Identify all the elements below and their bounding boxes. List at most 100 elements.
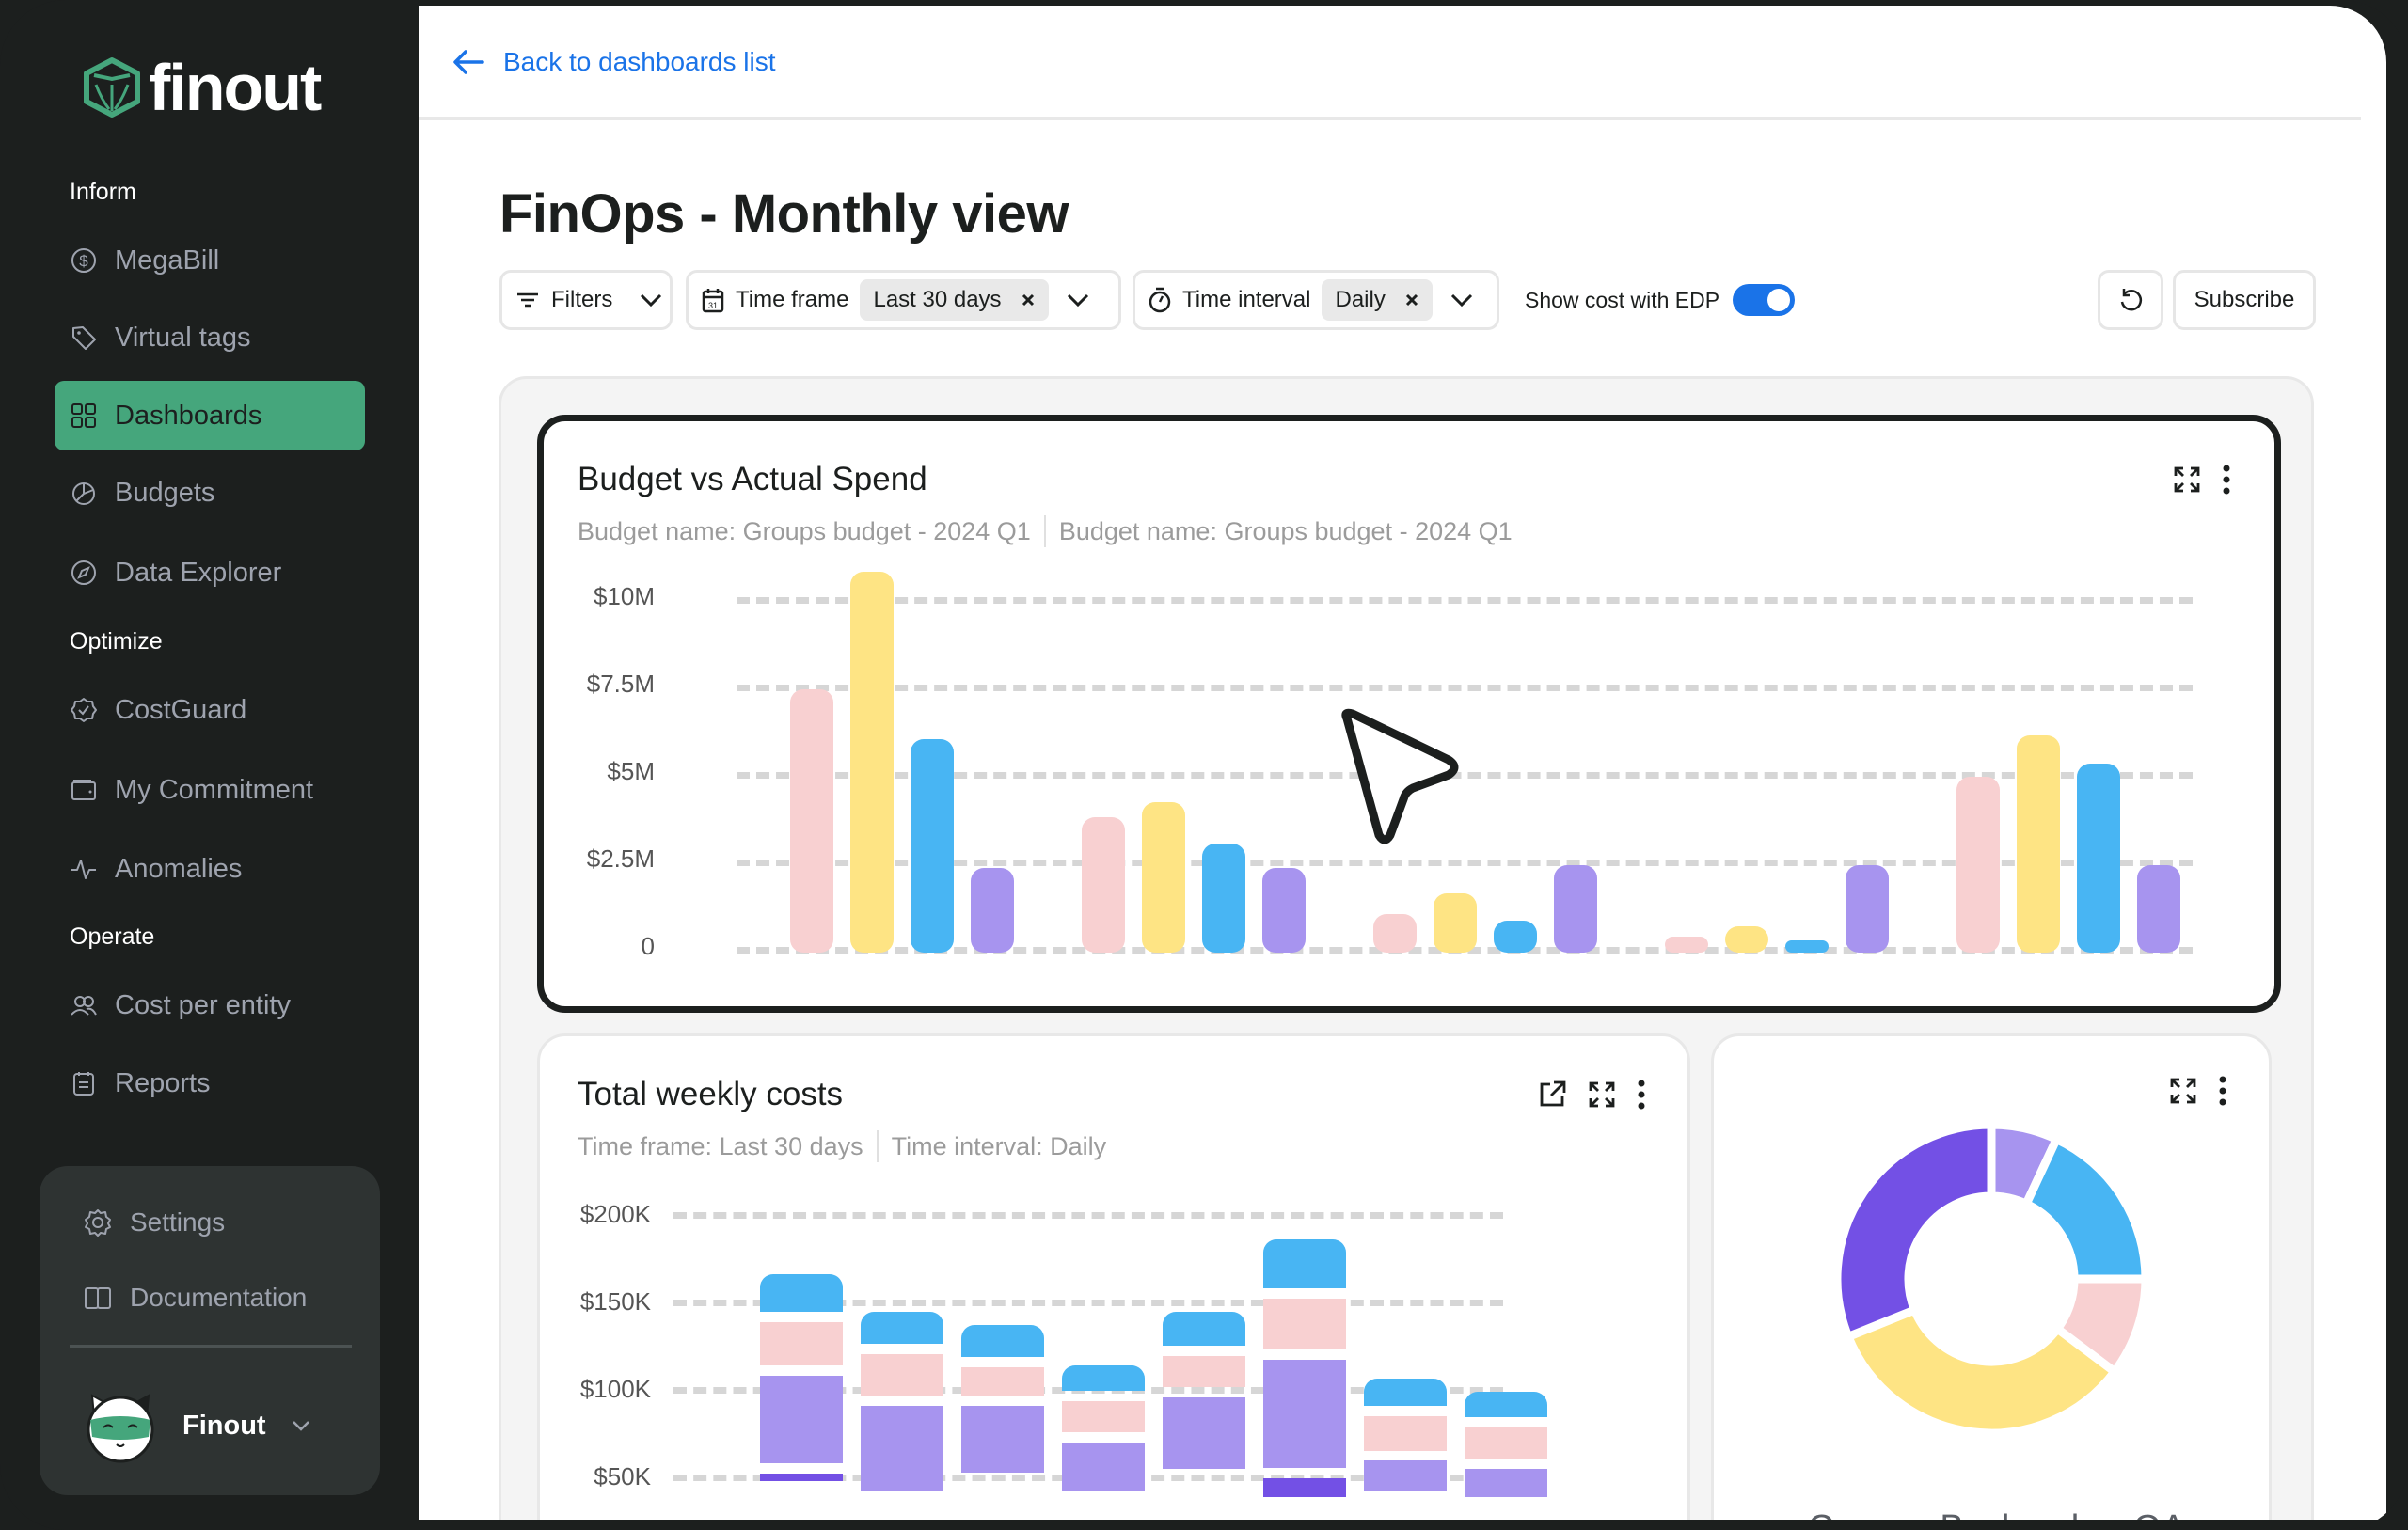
bar-segment-backend[interactable]	[1364, 1416, 1447, 1451]
bar[interactable]	[911, 739, 954, 953]
settings-link[interactable]: Settings	[83, 1207, 225, 1238]
bar[interactable]	[1956, 777, 2000, 953]
back-to-dashboards-link[interactable]: Back to dashboards list	[452, 47, 776, 77]
sidebar-item-virtual-tags[interactable]: Virtual tags	[55, 303, 365, 372]
more-vertical-icon[interactable]	[2218, 1076, 2227, 1106]
avatar	[87, 1394, 154, 1463]
close-icon[interactable]	[1021, 292, 1036, 308]
total-weekly-costs-card[interactable]: Total weekly costs Time frame: Last 30 d…	[537, 1033, 1690, 1520]
time-frame-chip: Last 30 days	[860, 279, 1049, 321]
budget-name-2: Budget name: Groups budget - 2024 Q1	[1058, 516, 1513, 545]
bar-segment[interactable]	[961, 1406, 1044, 1473]
sidebar-item-costguard[interactable]: CostGuard	[55, 675, 365, 745]
bar[interactable]	[1846, 865, 1889, 953]
sidebar-item-megabill[interactable]: $ MegaBill	[55, 226, 365, 295]
bar[interactable]	[2137, 865, 2180, 953]
edp-toggle[interactable]	[1733, 284, 1796, 316]
bar-segment-backend[interactable]	[861, 1354, 943, 1396]
bar-segment-qa[interactable]	[961, 1325, 1044, 1357]
documentation-link[interactable]: Documentation	[83, 1283, 307, 1313]
bar-segment-qa[interactable]	[1465, 1392, 1547, 1417]
bar[interactable]	[1142, 802, 1185, 953]
donut-chart-card[interactable]: Core Backend QA	[1711, 1033, 2272, 1520]
compass-icon	[71, 560, 96, 585]
sidebar-item-label: Dashboards	[115, 400, 262, 431]
bar-segment-qa[interactable]	[1263, 1239, 1346, 1288]
bar-segment[interactable]	[1263, 1478, 1346, 1497]
bar-segment[interactable]	[760, 1474, 843, 1481]
bar[interactable]	[1494, 921, 1537, 953]
edp-toggle-group: Show cost with EDP	[1525, 270, 1796, 330]
bar[interactable]	[1373, 914, 1417, 953]
bar-segment[interactable]	[1163, 1397, 1245, 1469]
bar-segment[interactable]	[1263, 1360, 1346, 1468]
filters-dropdown[interactable]: Filters	[499, 270, 673, 330]
bar[interactable]	[1554, 865, 1597, 953]
bar-segment[interactable]	[861, 1406, 943, 1491]
user-name: Finout	[182, 1410, 266, 1441]
time-interval-dropdown[interactable]: Time interval Daily	[1133, 270, 1499, 330]
bar-segment-backend[interactable]	[760, 1322, 843, 1365]
bar-segment-qa[interactable]	[1364, 1379, 1447, 1406]
more-vertical-icon[interactable]	[1637, 1080, 1646, 1110]
bar[interactable]	[1785, 940, 1829, 953]
bar-segment-backend[interactable]	[1163, 1356, 1245, 1387]
expand-icon[interactable]	[1588, 1080, 1616, 1109]
subscribe-button[interactable]: Subscribe	[2173, 270, 2316, 330]
more-vertical-icon[interactable]	[2222, 465, 2231, 495]
sidebar-item-cost-per-entity[interactable]: Cost per entity	[55, 970, 365, 1040]
sidebar-item-reports[interactable]: Reports	[55, 1049, 365, 1118]
bar-segment-backend[interactable]	[1062, 1401, 1145, 1432]
finout-logo[interactable]: finout	[81, 55, 322, 120]
sidebar-item-anomalies[interactable]: Anomalies	[55, 834, 365, 904]
bar[interactable]	[850, 572, 894, 953]
bar-segment-backend[interactable]	[961, 1367, 1044, 1396]
bar[interactable]	[1665, 937, 1708, 953]
sidebar-item-data-explorer[interactable]: Data Explorer	[55, 538, 365, 607]
legend-item-core[interactable]: Core	[1782, 1508, 1885, 1520]
edp-label: Show cost with EDP	[1525, 287, 1720, 312]
legend-item-backend[interactable]: Backend	[1913, 1508, 2079, 1520]
bar[interactable]	[790, 689, 833, 953]
expand-icon[interactable]	[2173, 465, 2201, 494]
bar-segment-backend[interactable]	[1263, 1299, 1346, 1349]
legend-item-qa[interactable]: QA	[2107, 1508, 2185, 1520]
bar[interactable]	[1082, 817, 1125, 953]
bar-segment[interactable]	[1364, 1460, 1447, 1491]
bar[interactable]	[2077, 764, 2120, 953]
external-link-icon[interactable]	[1537, 1080, 1567, 1110]
sidebar-item-label: CostGuard	[115, 694, 247, 725]
donut-chart[interactable]	[1831, 1119, 2151, 1439]
bar-segment[interactable]	[760, 1376, 843, 1463]
bar[interactable]	[2017, 735, 2060, 953]
bar-segment-qa[interactable]	[760, 1274, 843, 1312]
refresh-button[interactable]	[2098, 270, 2163, 330]
bar-segment[interactable]	[1062, 1443, 1145, 1491]
bar[interactable]	[1262, 868, 1306, 953]
time-interval-value: Daily	[1335, 287, 1386, 312]
bar-segment[interactable]	[1465, 1469, 1547, 1497]
bar-segment-qa[interactable]	[861, 1312, 943, 1344]
bar-segment-qa[interactable]	[1163, 1312, 1245, 1346]
bar-segment-backend[interactable]	[1465, 1427, 1547, 1459]
time-frame-dropdown[interactable]: 31 Time frame Last 30 days	[686, 270, 1121, 330]
chevron-down-icon	[292, 1421, 309, 1431]
filter-icon	[517, 292, 538, 308]
bar[interactable]	[1202, 844, 1245, 953]
mouse-cursor-icon	[1341, 708, 1459, 844]
expand-icon[interactable]	[2169, 1077, 2197, 1105]
sidebar-item-label: Anomalies	[115, 853, 243, 884]
budget-vs-actual-card[interactable]: Budget vs Actual Spend Budget name: Grou…	[537, 415, 2281, 1013]
sidebar-item-label: Virtual tags	[115, 322, 251, 353]
bar[interactable]	[1434, 893, 1477, 953]
user-menu[interactable]: Finout	[83, 1388, 311, 1463]
bar-segment-qa[interactable]	[1062, 1365, 1145, 1391]
bar[interactable]	[1725, 926, 1768, 953]
y-tick-label: $7.5M	[586, 670, 655, 698]
sidebar-item-budgets[interactable]: Budgets	[55, 458, 365, 528]
sidebar-item-my-commitment[interactable]: My Commitment	[55, 755, 365, 825]
bar[interactable]	[971, 868, 1014, 953]
legend-label: Backend	[1940, 1508, 2079, 1520]
close-icon[interactable]	[1404, 292, 1419, 308]
sidebar-item-dashboards[interactable]: Dashboards	[55, 381, 365, 450]
